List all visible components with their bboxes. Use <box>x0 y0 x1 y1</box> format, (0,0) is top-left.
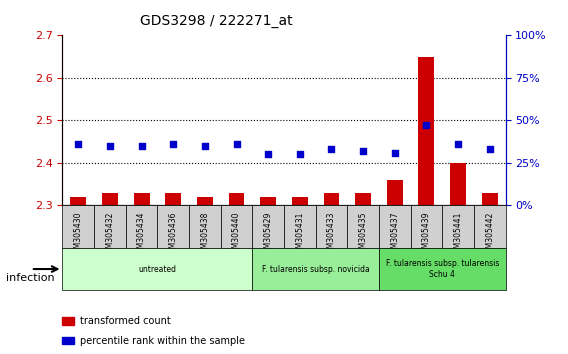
FancyBboxPatch shape <box>62 205 94 248</box>
FancyBboxPatch shape <box>252 248 379 290</box>
FancyBboxPatch shape <box>347 205 379 248</box>
FancyBboxPatch shape <box>252 205 284 248</box>
Text: GSM305436: GSM305436 <box>169 212 178 258</box>
FancyBboxPatch shape <box>379 248 506 290</box>
Point <box>232 141 241 147</box>
Bar <box>292 197 308 205</box>
Point <box>106 143 115 149</box>
Point <box>201 143 210 149</box>
Text: GSM305438: GSM305438 <box>201 212 210 258</box>
Point <box>169 141 178 147</box>
Bar <box>387 180 403 205</box>
Bar <box>197 197 213 205</box>
Point <box>295 152 304 157</box>
Text: GSM305441: GSM305441 <box>454 212 462 258</box>
Text: F. tularensis subsp. novicida: F. tularensis subsp. novicida <box>262 264 370 274</box>
Point <box>453 141 462 147</box>
Bar <box>324 193 339 205</box>
FancyBboxPatch shape <box>284 205 316 248</box>
FancyBboxPatch shape <box>316 205 347 248</box>
FancyBboxPatch shape <box>126 205 157 248</box>
Point <box>264 152 273 157</box>
Bar <box>482 193 498 205</box>
FancyBboxPatch shape <box>411 205 442 248</box>
FancyBboxPatch shape <box>62 248 252 290</box>
Text: F. tularensis subsp. tularensis
Schu 4: F. tularensis subsp. tularensis Schu 4 <box>386 259 499 279</box>
Text: GSM305440: GSM305440 <box>232 212 241 258</box>
FancyBboxPatch shape <box>189 205 221 248</box>
Point <box>422 122 431 128</box>
Bar <box>228 193 244 205</box>
Bar <box>355 193 371 205</box>
Bar <box>165 193 181 205</box>
Text: GSM305435: GSM305435 <box>358 212 367 258</box>
Bar <box>133 193 149 205</box>
Bar <box>450 163 466 205</box>
FancyBboxPatch shape <box>474 205 506 248</box>
Bar <box>419 57 435 205</box>
Point <box>74 141 83 147</box>
Point <box>485 147 494 152</box>
FancyBboxPatch shape <box>221 205 252 248</box>
Text: GSM305429: GSM305429 <box>264 212 273 258</box>
Text: untreated: untreated <box>139 264 177 274</box>
Text: GSM305442: GSM305442 <box>485 212 494 258</box>
FancyBboxPatch shape <box>157 205 189 248</box>
Point <box>358 148 367 154</box>
FancyBboxPatch shape <box>379 205 411 248</box>
Text: GSM305430: GSM305430 <box>74 212 83 258</box>
Point <box>137 143 146 149</box>
FancyBboxPatch shape <box>442 205 474 248</box>
Text: GDS3298 / 222271_at: GDS3298 / 222271_at <box>140 14 292 28</box>
Bar <box>260 197 276 205</box>
Text: GSM305437: GSM305437 <box>390 212 399 258</box>
Text: GSM305431: GSM305431 <box>295 212 304 258</box>
Text: percentile rank within the sample: percentile rank within the sample <box>80 336 244 346</box>
Text: transformed count: transformed count <box>80 316 170 326</box>
Text: GSM305439: GSM305439 <box>422 212 431 258</box>
Bar <box>70 197 86 205</box>
Point <box>390 150 399 155</box>
Text: GSM305432: GSM305432 <box>106 212 114 258</box>
Text: GSM305434: GSM305434 <box>137 212 146 258</box>
Point <box>327 147 336 152</box>
Text: infection: infection <box>6 273 55 283</box>
FancyBboxPatch shape <box>94 205 126 248</box>
Text: GSM305433: GSM305433 <box>327 212 336 258</box>
Bar <box>102 193 118 205</box>
